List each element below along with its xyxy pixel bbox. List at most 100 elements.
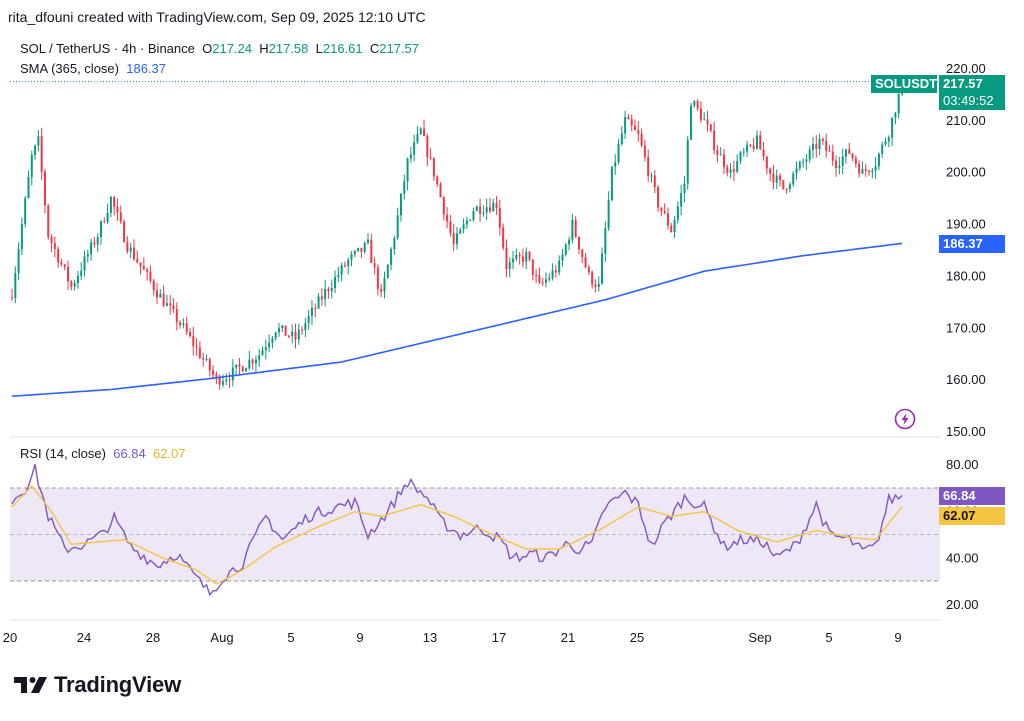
candle-body — [577, 236, 580, 250]
candle-body — [739, 152, 742, 161]
candle-body — [396, 215, 399, 239]
candle-body — [24, 198, 27, 225]
candle-body — [106, 212, 109, 223]
price-axis-tick: 190.00 — [946, 217, 986, 232]
candle-body — [123, 221, 126, 243]
time-axis-tick: 5 — [825, 630, 832, 645]
rsi-line — [11, 464, 903, 597]
candle-body — [116, 206, 119, 213]
candle-body — [14, 273, 17, 299]
candle-body — [690, 105, 693, 140]
candle-body — [887, 137, 890, 142]
candle-body — [620, 133, 623, 145]
time-axis-tick: 28 — [146, 630, 160, 645]
rsi-axis-tick: 40.00 — [946, 550, 979, 565]
candle-body — [838, 165, 841, 169]
candle-body — [874, 166, 877, 171]
candle-body — [343, 265, 346, 267]
candle-body — [894, 113, 897, 118]
candle-body — [775, 175, 778, 183]
candle-body — [218, 376, 221, 385]
sma-price-tag: 186.37 — [939, 235, 1005, 253]
candle-body — [551, 270, 554, 278]
sma-legend[interactable]: SMA (365, close) 186.37 — [20, 61, 166, 76]
rsi-legend[interactable]: RSI (14, close) 66.84 62.07 — [20, 446, 186, 461]
candle-body — [67, 266, 70, 282]
candle-body — [301, 329, 304, 331]
price-axis-tick: 160.00 — [946, 372, 986, 387]
candle-body — [149, 271, 152, 281]
candle-body — [798, 162, 801, 169]
candle-body — [597, 283, 600, 288]
candle-body — [752, 145, 755, 149]
sma-label: SMA (365, close) — [20, 61, 119, 76]
candle-body — [505, 247, 508, 270]
candle-body — [284, 325, 287, 336]
candle-body — [271, 338, 274, 343]
candle-body — [492, 202, 495, 212]
candle-body — [225, 379, 228, 382]
candle-body — [584, 257, 587, 268]
candle-body — [769, 168, 772, 174]
candle-body — [281, 325, 284, 329]
candle-body — [251, 359, 254, 364]
candle-body — [831, 151, 834, 161]
candle-body — [139, 262, 142, 267]
candle-body — [495, 202, 498, 208]
candle-body — [518, 255, 521, 257]
lightning-icon[interactable] — [894, 408, 916, 430]
candle-body — [627, 116, 630, 120]
candle-body — [238, 364, 241, 367]
candle-body — [742, 151, 745, 153]
candle-body — [310, 307, 313, 316]
candle-body — [788, 184, 791, 190]
last-price-tag: 217.57 — [939, 75, 1005, 93]
candle-body — [406, 158, 409, 182]
candle-body — [558, 260, 561, 273]
price-axis-tick: 200.00 — [946, 165, 986, 180]
candle-body — [456, 233, 458, 244]
candle-body — [624, 116, 627, 134]
candle-body — [660, 207, 663, 212]
candle-body — [515, 255, 518, 259]
candle-body — [304, 323, 307, 331]
candle-body — [736, 160, 739, 172]
candle-body — [459, 229, 462, 234]
candle-body — [399, 193, 402, 216]
candle-body — [169, 303, 172, 306]
candle-body — [334, 276, 337, 289]
candle-body — [723, 154, 725, 168]
candle-body — [729, 169, 732, 173]
symbol-legend[interactable]: SOL / TetherUS · 4h · Binance O217.24 H2… — [20, 41, 419, 56]
candle-body — [574, 219, 577, 237]
candle-body — [367, 239, 369, 243]
candle-body — [376, 267, 379, 289]
candle-body — [610, 166, 613, 201]
candle-body — [47, 205, 50, 238]
time-axis-tick: 20 — [3, 630, 17, 645]
candle-body — [696, 101, 699, 109]
candle-body — [485, 207, 488, 213]
candle-body — [261, 350, 264, 356]
brand-name: TradingView — [54, 672, 181, 697]
candle-body — [113, 196, 116, 207]
candle-body — [436, 176, 439, 185]
candle-body — [535, 275, 538, 277]
candle-body — [699, 108, 702, 121]
high-value: 217.58 — [268, 41, 309, 56]
candle-body — [683, 183, 686, 194]
candle-body — [254, 359, 257, 364]
candle-body — [686, 139, 689, 184]
candle-body — [215, 374, 218, 377]
candle-body — [571, 219, 574, 240]
candle-body — [538, 275, 541, 283]
candle-body — [634, 125, 636, 131]
candle-body — [132, 247, 135, 259]
candle-body — [465, 220, 468, 225]
candle-body — [182, 323, 185, 326]
candle-body — [732, 169, 735, 172]
candle-body — [195, 346, 198, 348]
candle-body — [20, 224, 23, 250]
candle-body — [805, 159, 808, 162]
